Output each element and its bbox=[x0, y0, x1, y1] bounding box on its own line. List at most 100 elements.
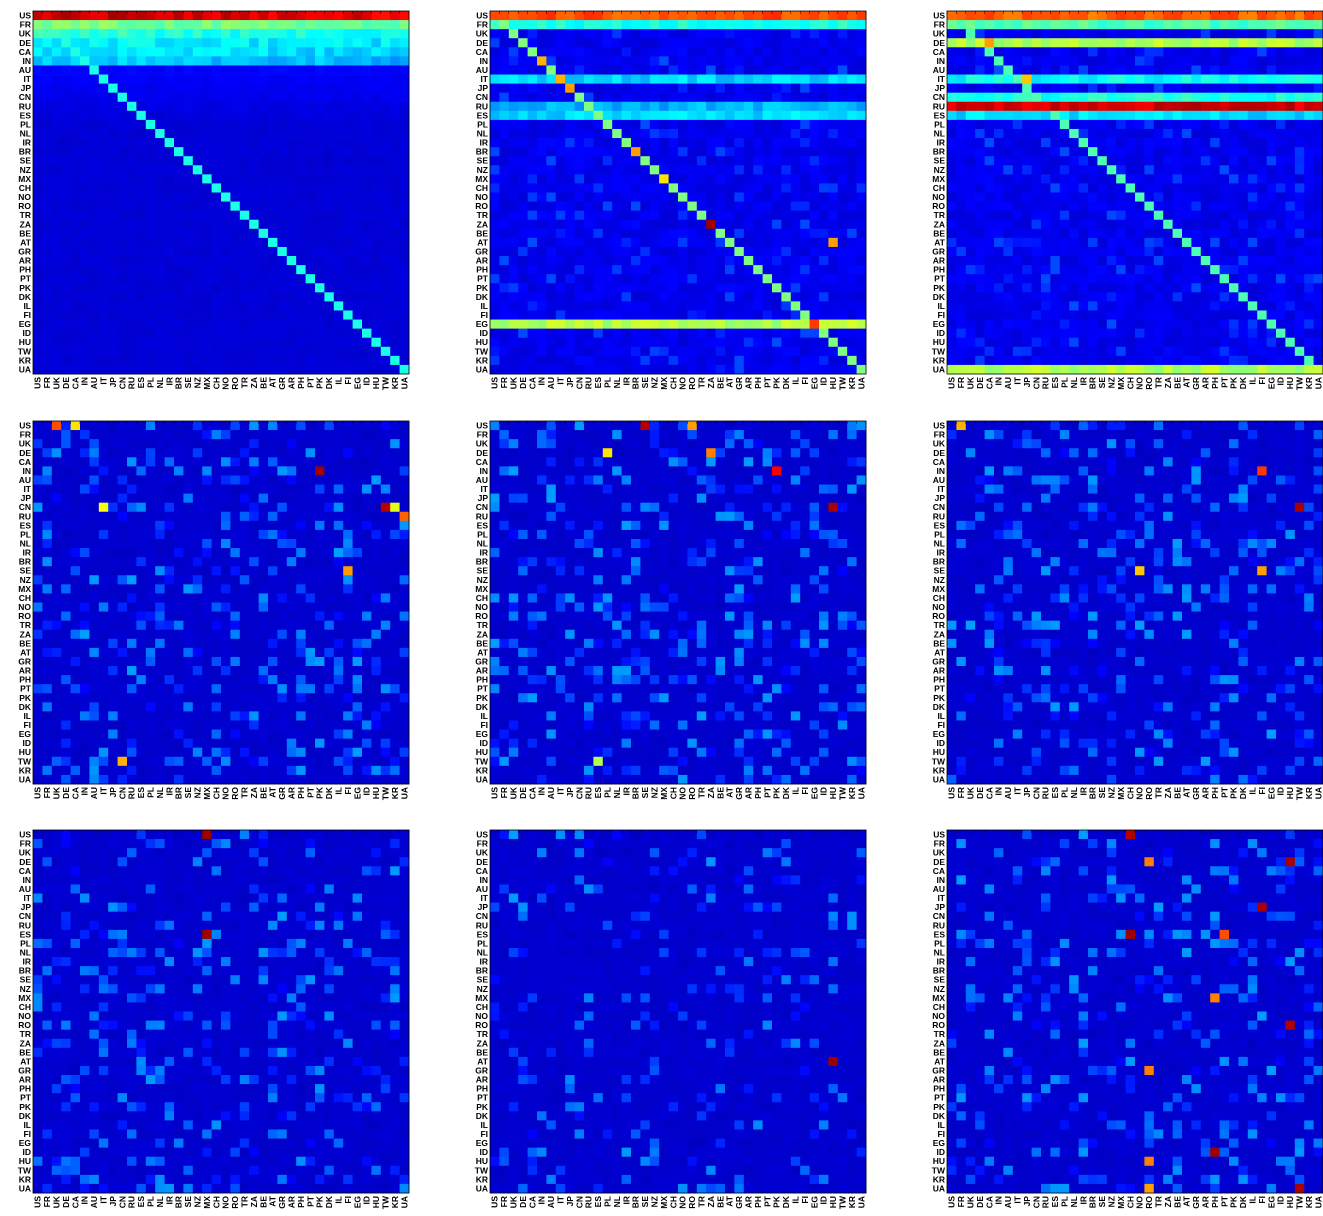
heatmap-cell bbox=[1304, 147, 1314, 157]
heatmap-cell bbox=[668, 355, 679, 366]
heatmap-cell bbox=[1041, 110, 1051, 121]
heatmap-cell bbox=[1069, 292, 1079, 302]
heatmap-cell bbox=[1257, 346, 1267, 357]
heatmap-cell bbox=[565, 110, 575, 121]
heatmap-cell bbox=[819, 174, 829, 184]
heatmap-cell bbox=[277, 38, 288, 48]
heatmap-cell bbox=[1219, 283, 1230, 293]
heatmap-cell bbox=[696, 38, 707, 48]
heatmap-cell bbox=[202, 337, 212, 348]
heatmap-cell bbox=[659, 147, 669, 157]
x-tick-label: BE bbox=[715, 377, 725, 389]
heatmap-cell bbox=[800, 138, 810, 148]
heatmap-cell bbox=[965, 256, 976, 266]
heatmap-cell bbox=[1210, 156, 1220, 166]
heatmap-cell bbox=[1266, 174, 1277, 184]
heatmap-cell bbox=[1135, 101, 1145, 112]
heatmap-cell bbox=[1078, 256, 1089, 266]
heatmap-cell bbox=[202, 246, 212, 257]
heatmap-cell bbox=[1257, 292, 1267, 302]
heatmap-cell bbox=[42, 156, 53, 166]
heatmap-cell bbox=[362, 364, 372, 375]
heatmap-cell bbox=[305, 138, 316, 148]
y-tick-label: DK bbox=[476, 292, 489, 302]
heatmap-cell bbox=[352, 319, 363, 330]
heatmap-cell bbox=[1012, 328, 1023, 339]
heatmap-cell bbox=[1012, 156, 1023, 166]
heatmap-cell bbox=[527, 138, 538, 148]
heatmap-cell bbox=[127, 246, 137, 257]
heatmap-cell bbox=[1191, 265, 1202, 275]
heatmap-cell bbox=[1144, 65, 1155, 75]
heatmap-cell bbox=[1135, 246, 1145, 257]
heatmap-cell bbox=[89, 83, 100, 94]
heatmap-cell bbox=[725, 65, 735, 75]
heatmap-cell bbox=[574, 355, 585, 366]
heatmap-cell bbox=[499, 20, 510, 30]
heatmap-cell bbox=[790, 337, 801, 348]
heatmap-cell bbox=[772, 11, 782, 21]
heatmap-cell bbox=[1135, 110, 1145, 121]
heatmap-cell bbox=[1078, 74, 1089, 84]
heatmap-cell bbox=[1050, 183, 1061, 193]
heatmap-cell bbox=[593, 364, 604, 375]
heatmap-cell bbox=[268, 138, 278, 148]
heatmap-cell bbox=[1022, 165, 1032, 175]
heatmap-cell bbox=[1088, 283, 1098, 293]
heatmap-cell bbox=[136, 92, 147, 103]
heatmap-cell bbox=[211, 274, 222, 284]
heatmap-cell bbox=[1059, 11, 1070, 21]
heatmap-cell bbox=[98, 355, 109, 366]
heatmap-cell bbox=[42, 256, 53, 266]
heatmap-cell bbox=[1153, 147, 1164, 157]
heatmap-cell bbox=[819, 183, 829, 193]
heatmap-cell bbox=[1172, 20, 1183, 30]
heatmap-cell bbox=[800, 128, 810, 139]
heatmap-cell bbox=[315, 11, 325, 21]
heatmap-cell bbox=[1210, 38, 1220, 48]
heatmap-cell bbox=[1210, 210, 1220, 221]
heatmap-cell bbox=[1116, 337, 1126, 348]
heatmap-cell bbox=[51, 265, 62, 275]
heatmap-cell bbox=[258, 110, 269, 121]
heatmap-cell bbox=[1125, 147, 1136, 157]
heatmap-cell bbox=[994, 11, 1004, 21]
heatmap-cell bbox=[296, 201, 306, 212]
heatmap-cell bbox=[202, 237, 212, 248]
heatmap-cell bbox=[183, 110, 194, 121]
heatmap-cell bbox=[230, 228, 241, 239]
heatmap-cell bbox=[239, 147, 250, 157]
heatmap-cell bbox=[965, 74, 976, 84]
heatmap-cell bbox=[80, 92, 90, 103]
heatmap-cell bbox=[1041, 310, 1051, 320]
heatmap-cell bbox=[1097, 101, 1108, 112]
heatmap-cell bbox=[1144, 110, 1155, 121]
x-tick-label: BR bbox=[631, 377, 641, 389]
heatmap-cell bbox=[975, 237, 985, 248]
heatmap-cell bbox=[1003, 138, 1014, 148]
heatmap-cell bbox=[268, 337, 278, 348]
heatmap-cell bbox=[612, 246, 622, 257]
heatmap-cell bbox=[390, 165, 400, 175]
heatmap-cell bbox=[202, 328, 212, 339]
heatmap-cell bbox=[1003, 210, 1014, 221]
heatmap-cell bbox=[1116, 92, 1126, 103]
heatmap-cell bbox=[537, 256, 547, 266]
heatmap-cell bbox=[555, 310, 566, 320]
heatmap-cell bbox=[856, 47, 867, 57]
heatmap-cell bbox=[202, 192, 212, 202]
heatmap-cell bbox=[1153, 337, 1164, 348]
heatmap-cell bbox=[117, 92, 128, 103]
heatmap-cell bbox=[1069, 201, 1079, 212]
x-tick-label: RU bbox=[127, 377, 137, 389]
heatmap-cell bbox=[527, 246, 538, 257]
heatmap-cell bbox=[984, 110, 995, 121]
heatmap-cell bbox=[1294, 274, 1305, 284]
heatmap-cell bbox=[1022, 246, 1032, 257]
heatmap-cell bbox=[1266, 228, 1277, 239]
heatmap-cell bbox=[1050, 128, 1061, 139]
heatmap-cell bbox=[70, 364, 81, 375]
heatmap-cell bbox=[640, 56, 651, 66]
heatmap-cell bbox=[781, 119, 792, 130]
y-tick-label: TR bbox=[477, 210, 488, 220]
